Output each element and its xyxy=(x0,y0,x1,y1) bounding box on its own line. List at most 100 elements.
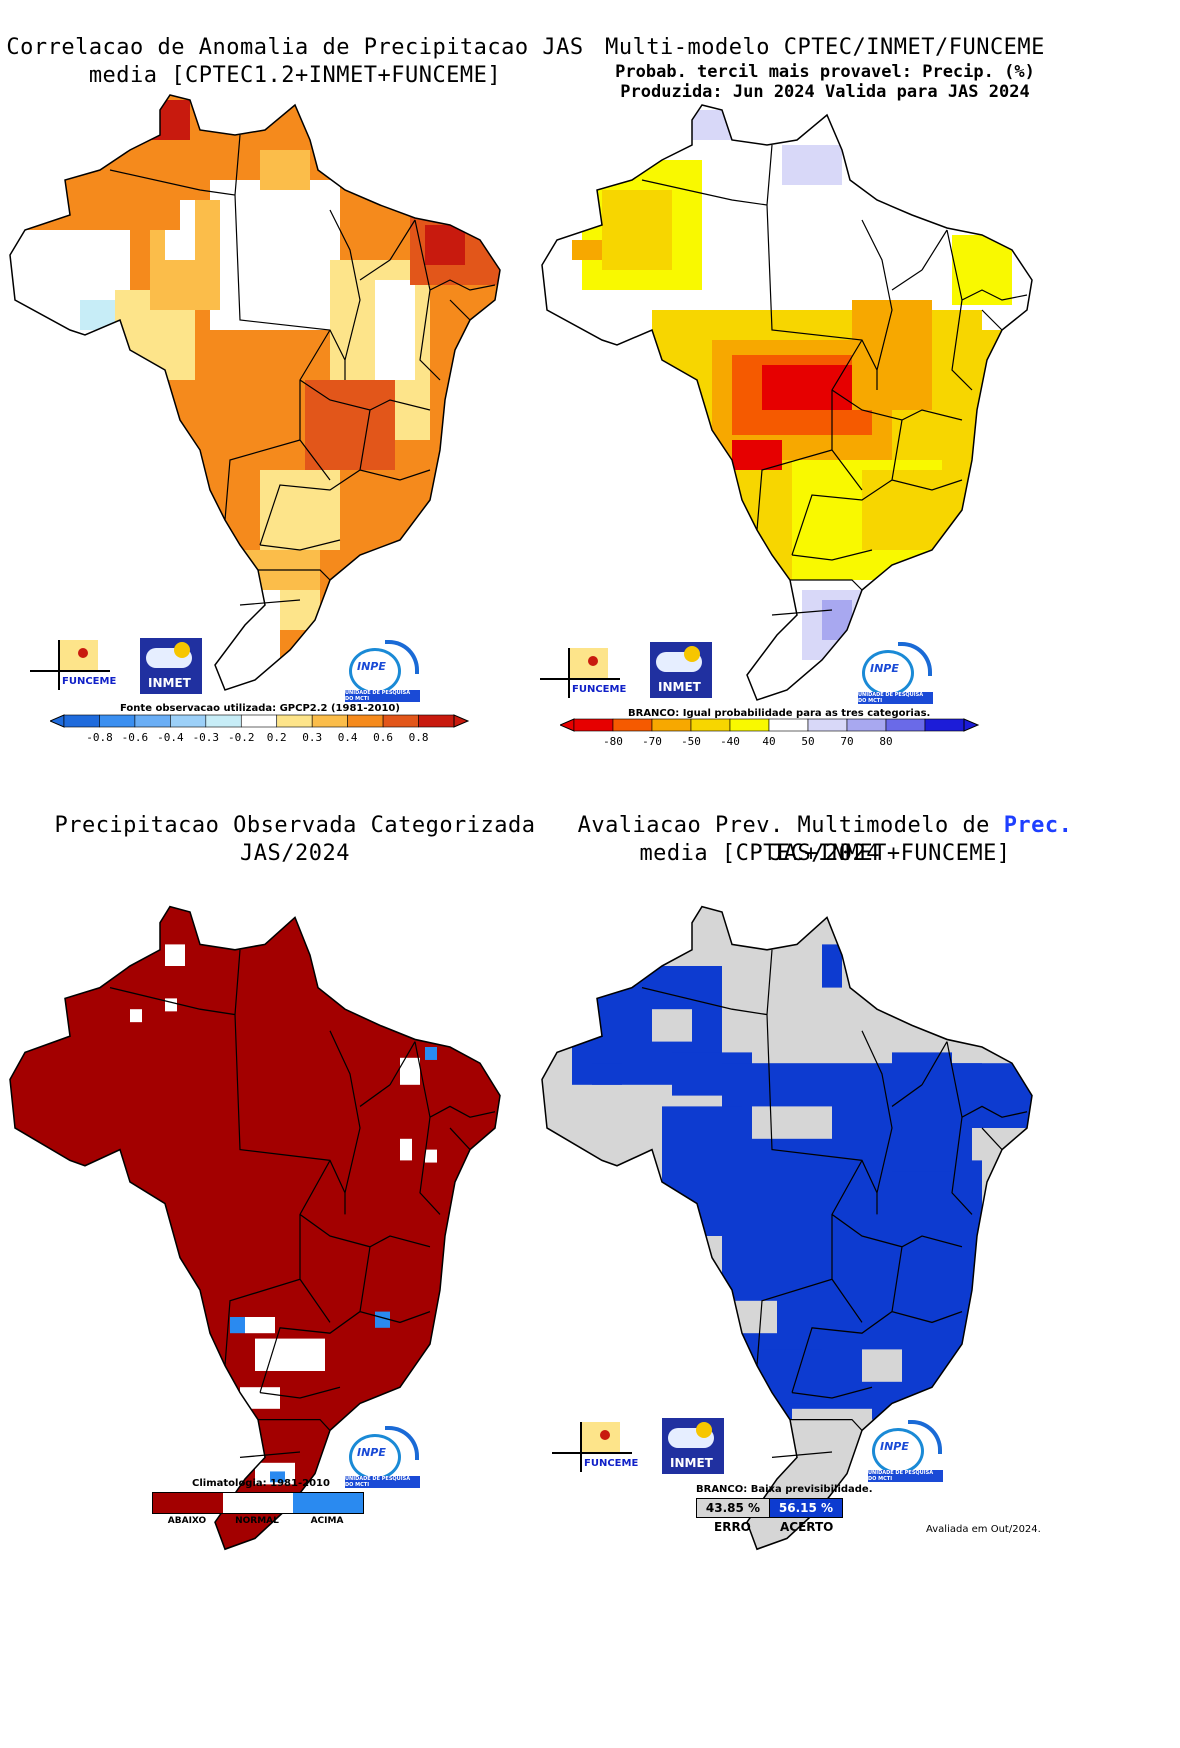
inpe-logo-subtext: UNIDADE DE PESQUISA DO MCTI xyxy=(858,692,933,704)
panel2-colorbar-swatch xyxy=(807,718,848,732)
panel2-colorbar-swatch xyxy=(846,718,887,732)
inpe-logo-subtext: UNIDADE DE PESQUISA DO MCTI xyxy=(345,1476,420,1488)
panel4-branco-note: BRANCO: Baixa previsibilidade. xyxy=(696,1484,873,1495)
panel2-colorbar-swatch xyxy=(573,718,614,732)
panel4-title-line2: media [CPTEC+INMET+FUNCEME] xyxy=(639,841,1011,866)
panel2-colorbar-tick-label: 70 xyxy=(840,735,853,748)
inpe-logo-text: INPE xyxy=(880,1440,909,1453)
panel3-legend-swatch xyxy=(293,1493,363,1513)
panel2-title-line2: Probab. tercil mais provavel: Precip. (%… xyxy=(615,62,1035,82)
panel1-colorbar-swatch xyxy=(240,714,278,728)
inmet-logo: INMET xyxy=(650,642,712,698)
panel1-colorbar: -0.8 -0.6 -0.4 -0.3 -0.2 0.2 0.3 0.4 0.6 0.8 xyxy=(50,714,470,744)
funceme-logo: FUNCEME xyxy=(30,640,116,690)
panel2-colorbar-swatch xyxy=(612,718,653,732)
panel4-erro-box: 43.85 % xyxy=(696,1498,770,1518)
panel2-colorbar-tick-label: 50 xyxy=(801,735,814,748)
funceme-logo-text: FUNCEME xyxy=(572,684,627,695)
panel1-title-line2: media [CPTEC1.2+INMET+FUNCEME] xyxy=(88,63,502,88)
panel1-colorbar-swatch xyxy=(63,714,100,728)
panel4-acerto-value: 56.15 % xyxy=(778,1501,834,1515)
panel1-colorbar-tick-label: 0.8 xyxy=(409,731,429,744)
panel4-acerto-label: ACERTO xyxy=(780,1520,834,1534)
panel1-title-line1: Correlacao de Anomalia de Precipitacao J… xyxy=(6,35,584,60)
panel2-colorbar-tick-label: 80 xyxy=(879,735,892,748)
panel1-colorbar-swatch xyxy=(311,714,348,728)
panel2-colorbar-left-arrow xyxy=(560,718,575,732)
inmet-logo-text: INMET xyxy=(148,676,191,690)
panel1-colorbar-tick-label: -0.4 xyxy=(157,731,184,744)
panel1-colorbar-tick-label: -0.2 xyxy=(228,731,255,744)
panel4-title-highlight: Prec. xyxy=(1003,813,1073,838)
panel2-colorbar-swatch xyxy=(651,718,692,732)
panel4-erro-label: ERRO xyxy=(714,1520,751,1534)
funceme-logo: FUNCEME xyxy=(552,1422,638,1472)
panel-observed-precipitation-map: Precipitacao Observada Categorizada JAS/… xyxy=(0,813,590,1748)
panel1-colorbar-swatch xyxy=(347,714,384,728)
panel1-colorbar-swatch xyxy=(99,714,136,728)
panel1-colorbar-swatch xyxy=(382,714,419,728)
panel3-legend-labels: ABAIXO NORMAL ACIMA xyxy=(152,1516,364,1530)
inpe-logo-subtext: UNIDADE DE PESQUISA DO MCTI xyxy=(345,690,420,702)
panel3-legend xyxy=(152,1492,364,1514)
funceme-logo: FUNCEME xyxy=(540,648,626,698)
panel-forecast-evaluation-map: Avaliacao Prev. Multimodelo de Prec. JAS… xyxy=(520,813,1110,1748)
panel4-title-line1: Avaliacao Prev. Multimodelo de Prec. JAS… xyxy=(530,812,1120,868)
panel2-colorbar-swatch xyxy=(924,718,965,732)
panel1-colorbar-swatch xyxy=(134,714,171,728)
panel1-colorbar-tick-label: -0.6 xyxy=(122,731,149,744)
panel2-colorbar-right-arrow xyxy=(963,718,980,732)
panel3-title-line2: JAS/2024 xyxy=(240,841,350,866)
panel-forecast-probability-map: Multi-modelo CPTEC/INMET/FUNCEME Probab.… xyxy=(520,0,1110,874)
inmet-logo-text: INMET xyxy=(670,1456,713,1470)
panel-correlation-map: Correlacao de Anomalia de Precipitacao J… xyxy=(0,0,590,874)
panel3-legend-swatch xyxy=(223,1493,293,1513)
panel3-climatology-note: Climatologia: 1981-2010 xyxy=(192,1478,330,1489)
inpe-logo-text: INPE xyxy=(357,660,386,673)
inpe-logo: INPE UNIDADE DE PESQUISA DO MCTI xyxy=(868,1420,943,1482)
panel3-brazil-map xyxy=(9,905,501,1551)
panel1-source-note: Fonte observacao utilizada: GPCP2.2 (198… xyxy=(120,703,400,714)
panel1-colorbar-tick-label: 0.3 xyxy=(302,731,322,744)
panel2-title-line1: Multi-modelo CPTEC/INMET/FUNCEME xyxy=(605,35,1045,60)
panel3-legend-label: ACIMA xyxy=(310,1516,344,1526)
inpe-logo-text: INPE xyxy=(357,1446,386,1459)
panel1-colorbar-swatch xyxy=(276,714,313,728)
panel2-colorbar-tick-label: -40 xyxy=(720,735,740,748)
panel1-colorbar-left-arrow xyxy=(50,714,65,728)
inmet-logo: INMET xyxy=(662,1418,724,1474)
panel3-legend-label: NORMAL xyxy=(235,1516,279,1526)
inpe-logo-text: INPE xyxy=(870,662,899,675)
panel2-colorbar: -80 -70 -50 -40 40 50 70 80 xyxy=(560,718,980,748)
panel3-legend-swatch xyxy=(153,1493,223,1513)
inpe-logo-subtext: UNIDADE DE PESQUISA DO MCTI xyxy=(868,1470,943,1482)
panel4-evaluated-note: Avaliada em Out/2024. xyxy=(926,1524,1041,1535)
panel2-colorbar-swatch xyxy=(768,718,809,732)
inmet-logo-text: INMET xyxy=(658,680,701,694)
panel1-colorbar-tick-label: -0.8 xyxy=(86,731,113,744)
panel2-colorbar-tick-label: -80 xyxy=(603,735,623,748)
funceme-logo-text: FUNCEME xyxy=(584,1458,639,1469)
panel1-colorbar-swatch xyxy=(170,714,207,728)
inmet-logo: INMET xyxy=(140,638,202,694)
panel1-colorbar-swatch xyxy=(418,714,455,728)
panel2-branco-note: BRANCO: Igual probabilidade para as tres… xyxy=(628,708,931,719)
panel1-brazil-map xyxy=(9,94,501,691)
panel1-colorbar-swatch xyxy=(205,714,242,728)
panel3-title-line1: Precipitacao Observada Categorizada xyxy=(54,813,536,838)
panel1-colorbar-tick-label: 0.6 xyxy=(373,731,393,744)
panel4-title-part-c: JAS/2024 xyxy=(770,841,880,866)
panel2-colorbar-swatch xyxy=(885,718,926,732)
panel2-colorbar-tick-label: -50 xyxy=(681,735,701,748)
panel4-acerto-box: 56.15 % xyxy=(769,1498,843,1518)
inpe-logo: INPE UNIDADE DE PESQUISA DO MCTI xyxy=(345,1426,420,1488)
panel1-colorbar-tick-label: 0.4 xyxy=(338,731,358,744)
panel2-brazil-map xyxy=(541,104,1033,701)
panel4-brazil-map xyxy=(541,905,1033,1551)
panel1-colorbar-tick-label: -0.3 xyxy=(193,731,220,744)
panel2-colorbar-swatch xyxy=(729,718,770,732)
inpe-logo: INPE UNIDADE DE PESQUISA DO MCTI xyxy=(858,642,933,704)
funceme-logo-text: FUNCEME xyxy=(62,676,117,687)
panel3-legend-label: ABAIXO xyxy=(167,1516,207,1526)
panel2-colorbar-swatch xyxy=(690,718,731,732)
